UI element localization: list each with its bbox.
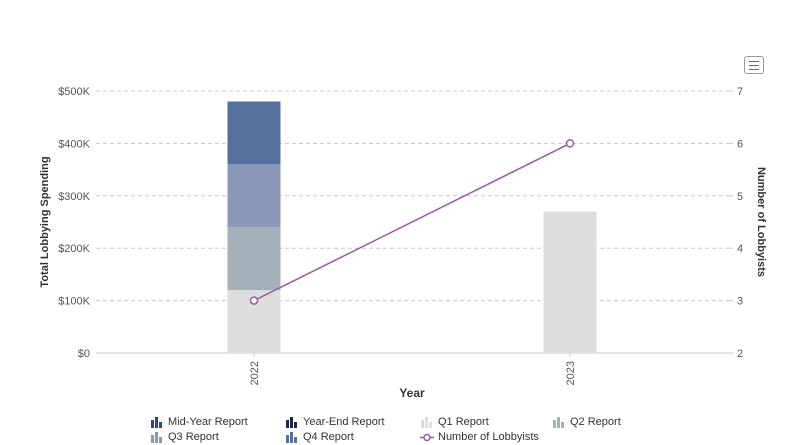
y-tick-label: $300K bbox=[58, 191, 90, 203]
y2-axis-title: Number of Lobbyists bbox=[755, 167, 767, 277]
x-tick-label: 2023 bbox=[565, 361, 577, 385]
bar-q2-report-2022 bbox=[227, 227, 281, 291]
y-axis-title: Total Lobbying Spending bbox=[39, 156, 51, 287]
bar-q4-report-2022 bbox=[227, 101, 281, 165]
bar-series-icon bbox=[286, 417, 297, 428]
chart-legend: Mid-Year Report Year-End Report Q1 Report Q… bbox=[150, 414, 710, 445]
hamburger-menu-icon bbox=[749, 61, 759, 62]
x-tick-label: 2022 bbox=[249, 361, 261, 385]
legend-label: Q2 Report bbox=[570, 416, 621, 428]
y2-tick-label: 3 bbox=[737, 296, 743, 308]
bar-series-icon bbox=[421, 417, 432, 428]
bar-series-icon bbox=[553, 417, 564, 428]
legend-label: Q1 Report bbox=[438, 416, 489, 428]
legend-label: Q3 Report bbox=[168, 431, 219, 443]
y2-tick-label: 2 bbox=[737, 348, 743, 360]
x-axis-title: Year bbox=[399, 386, 425, 400]
lobbyists-point bbox=[565, 139, 575, 148]
line-number-of-lobbyists bbox=[253, 142, 571, 302]
bar-q1-report-2023 bbox=[543, 211, 597, 353]
bar-q3-report-2022 bbox=[227, 164, 281, 228]
chart-menu-button[interactable] bbox=[744, 56, 764, 74]
y-tick-label: $100K bbox=[58, 296, 90, 308]
lobbyists-point bbox=[249, 296, 259, 305]
y-tick-label: $500K bbox=[58, 86, 90, 98]
legend-label: Number of Lobbyists bbox=[438, 431, 539, 443]
legend-label: Year-End Report bbox=[303, 416, 385, 428]
y2-tick-label: 4 bbox=[737, 243, 743, 255]
line-series-icon bbox=[420, 433, 434, 442]
y-tick-label: $200K bbox=[58, 243, 90, 255]
y-tick-label: $400K bbox=[58, 138, 90, 150]
y-tick-label: $0 bbox=[78, 348, 90, 360]
legend-label: Q4 Report bbox=[303, 431, 354, 443]
hamburger-menu-icon-line bbox=[749, 69, 759, 70]
bar-series-icon bbox=[286, 432, 297, 443]
hamburger-menu-icon-line bbox=[749, 65, 759, 66]
y2-tick-label: 5 bbox=[737, 191, 743, 203]
legend-label: Mid-Year Report bbox=[168, 416, 248, 428]
y2-tick-label: 6 bbox=[737, 138, 743, 150]
bar-series-icon bbox=[151, 417, 162, 428]
bar-series-icon bbox=[151, 432, 162, 443]
y2-tick-label: 7 bbox=[737, 86, 743, 98]
